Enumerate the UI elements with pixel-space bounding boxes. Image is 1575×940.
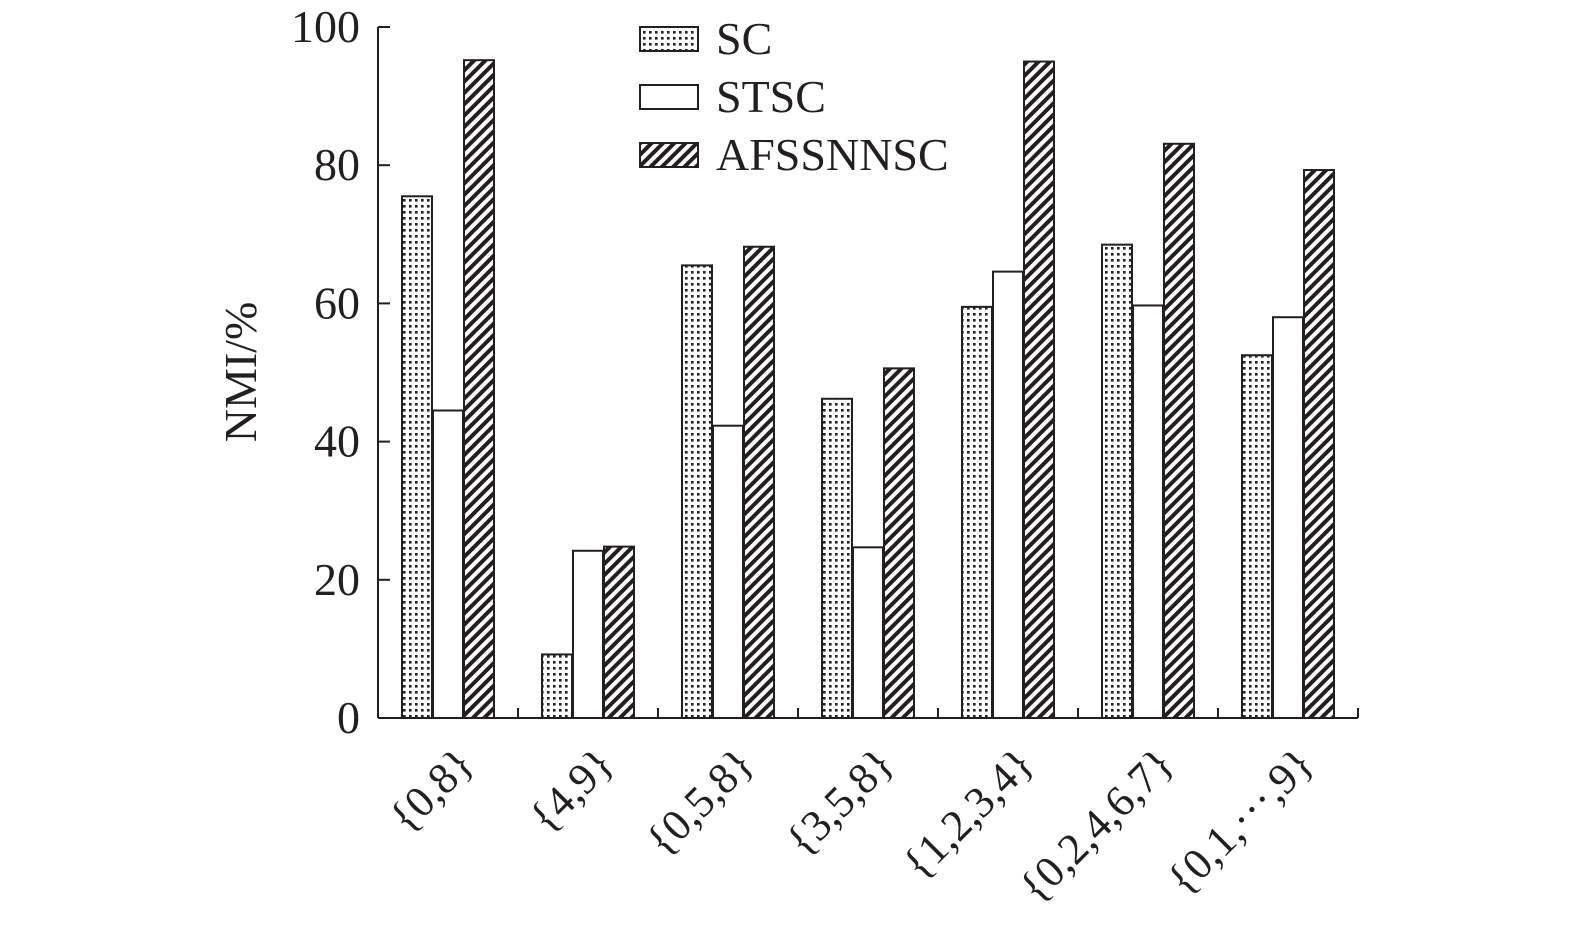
bar-hatched xyxy=(463,59,495,719)
bar-dotted xyxy=(1241,354,1273,719)
bar-plain xyxy=(712,424,744,719)
y-tick-label: 0 xyxy=(337,692,360,743)
x-category-label: {0,1,···,9} xyxy=(1157,738,1323,904)
bar-hatched xyxy=(1023,60,1055,720)
bar-plain xyxy=(572,549,604,720)
legend-swatch-dotted xyxy=(639,26,699,52)
y-tick-label: 60 xyxy=(314,277,360,328)
legend-label: AFSSNNSC xyxy=(716,129,949,180)
bar-dotted xyxy=(1101,243,1133,719)
category-labels: {0,8} {4,9} {0,5,8} {3,5,8}{1,2,3,4}{0,2,4,… xyxy=(380,738,1323,911)
x-category-label: {4,9} xyxy=(520,738,623,841)
y-axis-title: NMI/% xyxy=(215,302,266,443)
bar-plain xyxy=(992,270,1024,719)
legend-label: STSC xyxy=(716,71,826,122)
bar-dotted xyxy=(961,305,993,719)
bar-hatched xyxy=(883,367,915,719)
x-category-label: {0,8} xyxy=(380,738,483,841)
x-category-label: {0,5,8} xyxy=(636,738,763,865)
bar-dotted xyxy=(821,397,853,719)
y-tick-label: 100 xyxy=(291,1,360,52)
x-category-label: {3,5,8} xyxy=(776,738,903,865)
x-category-label: {0,2,4,6,7} xyxy=(1010,738,1183,911)
bars xyxy=(401,59,1335,720)
y-tick-label: 40 xyxy=(314,416,360,467)
legend: SC STSC AFSSNNSC xyxy=(639,13,949,180)
legend-swatch-plain xyxy=(639,84,699,110)
bar-hatched xyxy=(743,245,775,719)
y-tick-label: 20 xyxy=(314,554,360,605)
bar-hatched xyxy=(1163,142,1195,720)
bar-dotted xyxy=(401,195,433,720)
bar-dotted xyxy=(541,653,573,719)
bar-plain xyxy=(852,546,884,719)
bar-plain xyxy=(1272,316,1304,719)
legend-label: SC xyxy=(716,13,772,64)
bar-hatched xyxy=(603,545,635,720)
y-tick-label: 80 xyxy=(314,139,360,190)
bar-plain xyxy=(432,409,464,719)
bar-dotted xyxy=(681,264,713,719)
legend-swatch-hatched xyxy=(639,142,699,168)
bar-plain xyxy=(1132,304,1164,719)
bar-hatched xyxy=(1303,169,1335,720)
